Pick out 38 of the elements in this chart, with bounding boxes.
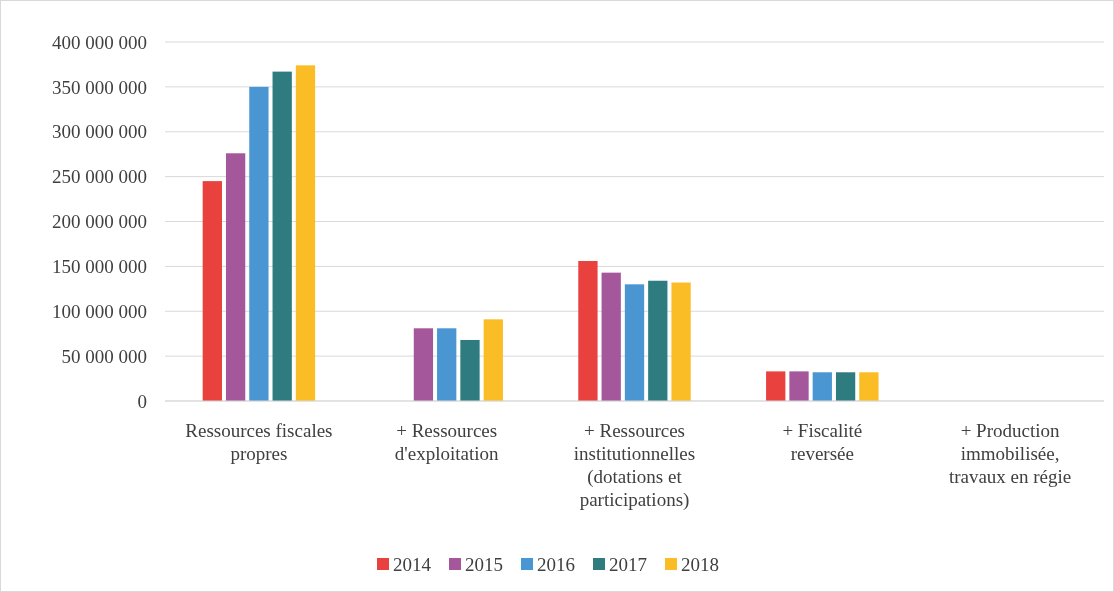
bar xyxy=(413,328,434,401)
y-tick-label: 50 000 000 xyxy=(61,345,147,367)
bar xyxy=(789,371,809,401)
legend-label: 2015 xyxy=(465,553,503,575)
y-tick-label: 250 000 000 xyxy=(52,166,147,188)
legend-label: 2014 xyxy=(393,553,432,575)
bar xyxy=(295,65,316,401)
bar xyxy=(249,86,269,401)
bar xyxy=(460,339,480,401)
legend-label: 2018 xyxy=(681,553,719,575)
y-tick-label: 150 000 000 xyxy=(52,256,147,278)
x-tick-label: + Fiscalité reversée xyxy=(782,420,863,464)
bar xyxy=(859,372,879,401)
y-tick-label: 100 000 000 xyxy=(52,300,147,322)
bar xyxy=(648,280,668,401)
legend-label: 2016 xyxy=(537,553,575,575)
x-tick-label: + Production immobilisée, travaux en régie xyxy=(948,420,1072,487)
bar xyxy=(437,328,457,401)
bar xyxy=(766,371,786,401)
bar xyxy=(225,153,246,401)
x-tick-label: Ressources fiscales propres xyxy=(185,420,333,464)
y-tick-label: 200 000 000 xyxy=(52,211,147,233)
x-tick-label: + Ressources institutionnelles (dotations et participations) xyxy=(573,420,696,511)
bar xyxy=(202,181,222,401)
bar xyxy=(272,71,292,401)
y-tick-label: 350 000 000 xyxy=(52,76,147,98)
y-tick-label: 300 000 000 xyxy=(52,121,147,143)
bar xyxy=(812,372,832,401)
bar xyxy=(624,284,645,401)
bar xyxy=(601,272,621,401)
bar xyxy=(483,319,503,401)
bar xyxy=(835,372,856,401)
legend-label: 2017 xyxy=(609,553,647,575)
bar xyxy=(578,260,598,401)
bar xyxy=(671,282,691,401)
y-tick-label: 0 xyxy=(137,390,147,412)
x-tick-label: + Ressources d'exploitation xyxy=(394,420,500,464)
y-tick-label: 400 000 000 xyxy=(52,31,147,53)
